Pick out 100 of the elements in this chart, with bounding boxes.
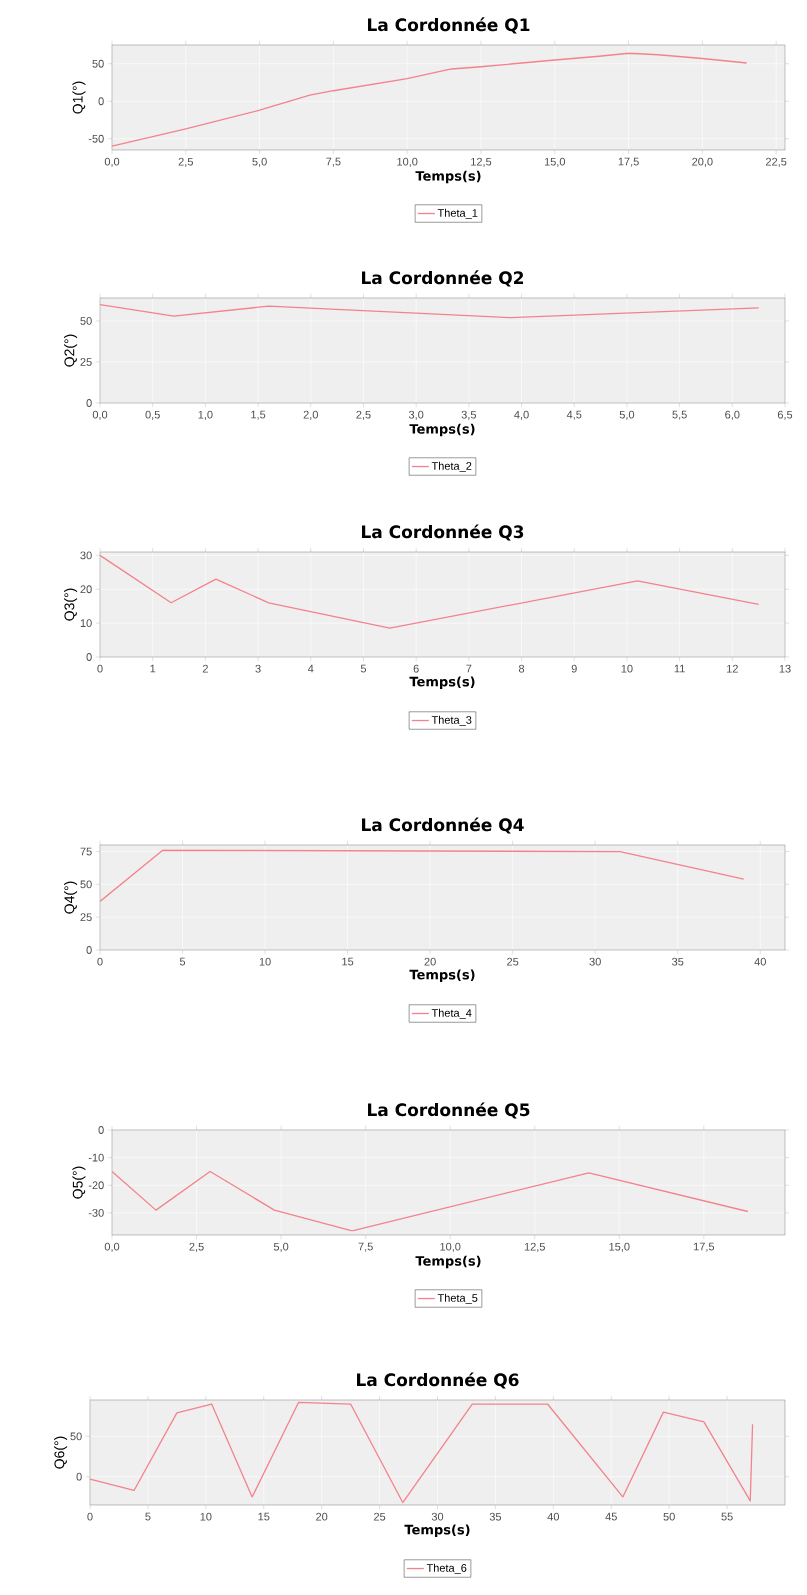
x-tick-label: 50: [663, 1512, 675, 1521]
x-tick-label: 15: [342, 957, 354, 966]
x-tick-label: 30: [431, 1512, 444, 1521]
x-tick-label: 22,5: [765, 157, 787, 167]
y-tick-label: 10: [80, 619, 92, 628]
x-tick-label: 5: [145, 1512, 151, 1521]
x-tick-label: 20: [424, 957, 436, 966]
chart-title: La Cordonnée Q3: [362, 524, 524, 541]
legend-label: Theta_3: [431, 715, 472, 726]
x-tick-label: 40: [547, 1512, 560, 1521]
x-tick-label: 3,5: [461, 410, 477, 420]
x-axis-title: Temps(s): [409, 969, 475, 982]
x-tick-label: 4: [307, 664, 314, 673]
line-series: [90, 1401, 754, 1504]
x-tick-label: 1: [150, 664, 156, 673]
chart-title: La Cordonnée Q2: [362, 270, 524, 287]
x-tick-label: 5,0: [252, 157, 267, 167]
y-tick-label: -10: [88, 1153, 104, 1162]
x-tick-label: 0,0: [104, 157, 120, 167]
x-tick-label: 6,5: [777, 410, 793, 420]
y-tick-label: 50: [80, 880, 92, 889]
x-tick-label: 2,0: [303, 410, 318, 420]
y-axis-title: Q6(°): [54, 1436, 68, 1469]
y-axis-title: Q5(°): [72, 1166, 86, 1199]
x-tick-label: 10: [621, 664, 633, 673]
x-tick-label: 5: [179, 957, 186, 966]
x-tick-label: 55: [721, 1512, 733, 1521]
x-tick-label: 0,5: [145, 410, 160, 420]
y-tick-label: -30: [88, 1209, 104, 1217]
y-tick-label: 75: [80, 847, 92, 856]
legend-label: Theta_1: [437, 208, 478, 219]
x-tick-label: 1,5: [251, 410, 266, 420]
x-tick-label: 4,0: [514, 410, 529, 420]
x-tick-label: 20,0: [692, 157, 713, 167]
y-tick-label: 0: [86, 399, 92, 407]
x-tick-label: 3,0: [408, 410, 424, 420]
x-tick-label: 45: [605, 1512, 617, 1521]
y-tick-label: 25: [80, 358, 92, 366]
y-tick-label: 50: [80, 317, 92, 325]
chart-title: La Cordonnée Q4: [362, 817, 524, 834]
x-tick-label: 3: [255, 664, 261, 673]
x-tick-label: 9: [571, 664, 577, 673]
legend-label: Theta_5: [437, 1293, 478, 1304]
x-tick-label: 11: [674, 664, 685, 673]
x-tick-label: 12: [727, 664, 738, 673]
line-series: [100, 849, 745, 903]
x-tick-label: 13: [779, 664, 791, 673]
y-axis-title: Q2(°): [64, 334, 78, 367]
y-tick-label: -50: [88, 134, 104, 143]
x-tick-label: 12,5: [471, 157, 492, 167]
x-tick-label: 25: [374, 1512, 386, 1521]
x-tick-label: 35: [672, 957, 684, 966]
line-series: [112, 52, 748, 147]
x-tick-label: 7: [466, 664, 472, 673]
y-tick-label: 20: [80, 585, 92, 594]
y-tick-label: 30: [80, 551, 92, 560]
legend-label: Theta_6: [426, 1563, 467, 1574]
x-tick-label: 0,0: [92, 410, 108, 420]
x-tick-label: 6,0: [725, 410, 740, 420]
y-tick-label: 25: [80, 913, 92, 922]
x-tick-label: 2,5: [178, 157, 193, 167]
x-tick-label: 10: [259, 957, 271, 966]
x-tick-label: 15,0: [544, 157, 566, 167]
x-tick-label: 12,5: [524, 1242, 545, 1252]
x-axis-title: Temps(s): [415, 1255, 481, 1269]
legend-label: Theta_4: [431, 1008, 472, 1019]
y-tick-label: 0: [98, 97, 104, 106]
legend-label: Theta_2: [431, 461, 472, 472]
y-tick-label: 0: [86, 946, 92, 954]
x-tick-label: 2: [202, 664, 208, 673]
x-tick-label: 35: [489, 1512, 502, 1521]
x-tick-label: 17,5: [693, 1242, 715, 1252]
x-tick-label: 5,5: [672, 410, 687, 420]
line-series: [100, 303, 760, 319]
y-axis-title: Q3(°): [64, 588, 78, 621]
y-tick-label: 0: [98, 1126, 104, 1134]
x-tick-label: 2,5: [189, 1242, 204, 1252]
x-tick-label: 1,0: [198, 410, 213, 420]
y-tick-label: -20: [88, 1181, 104, 1190]
x-tick-label: 40: [754, 957, 766, 966]
x-tick-label: 5,0: [619, 410, 635, 420]
x-tick-label: 0,0: [104, 1242, 120, 1252]
y-axis-title: Q1(°): [72, 81, 86, 114]
line-series: [100, 554, 760, 629]
y-tick-label: 0: [76, 1472, 82, 1481]
x-tick-label: 17,5: [618, 157, 639, 167]
x-tick-label: 5,0: [273, 1242, 289, 1252]
x-tick-label: 15,0: [609, 1242, 630, 1252]
x-tick-label: 15: [258, 1512, 270, 1521]
y-axis-title: Q4(°): [64, 881, 78, 914]
x-tick-label: 10,0: [440, 1242, 461, 1252]
chart-title: La Cordonnée Q5: [368, 1102, 530, 1119]
x-tick-label: 6: [413, 664, 419, 673]
x-axis-title: Temps(s): [409, 676, 475, 689]
chart-title: La Cordonnée Q1: [368, 17, 530, 34]
x-axis-title: Temps(s): [404, 1524, 470, 1538]
y-tick-label: 0: [86, 653, 92, 661]
x-tick-label: 2,5: [356, 410, 371, 420]
x-tick-label: 10: [200, 1512, 212, 1521]
x-tick-label: 30: [589, 957, 601, 966]
